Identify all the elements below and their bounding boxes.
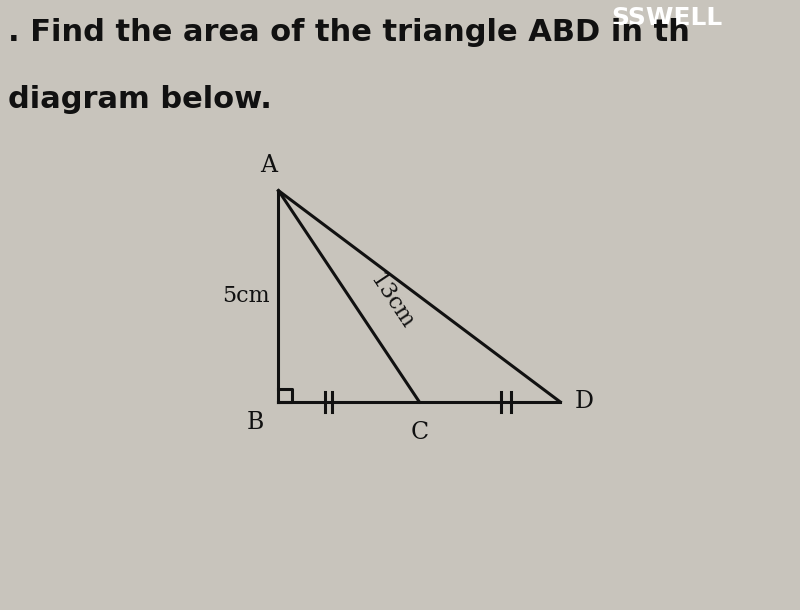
Text: C: C [410,421,429,444]
Text: D: D [574,390,594,414]
Text: B: B [246,411,264,434]
Text: SSWELL: SSWELL [611,7,722,31]
Text: 13cm: 13cm [365,269,418,333]
Text: . Find the area of the triangle ABD in th: . Find the area of the triangle ABD in t… [8,18,690,48]
Text: A: A [261,154,278,176]
Text: diagram below.: diagram below. [8,85,272,115]
Text: 5cm: 5cm [222,285,270,307]
